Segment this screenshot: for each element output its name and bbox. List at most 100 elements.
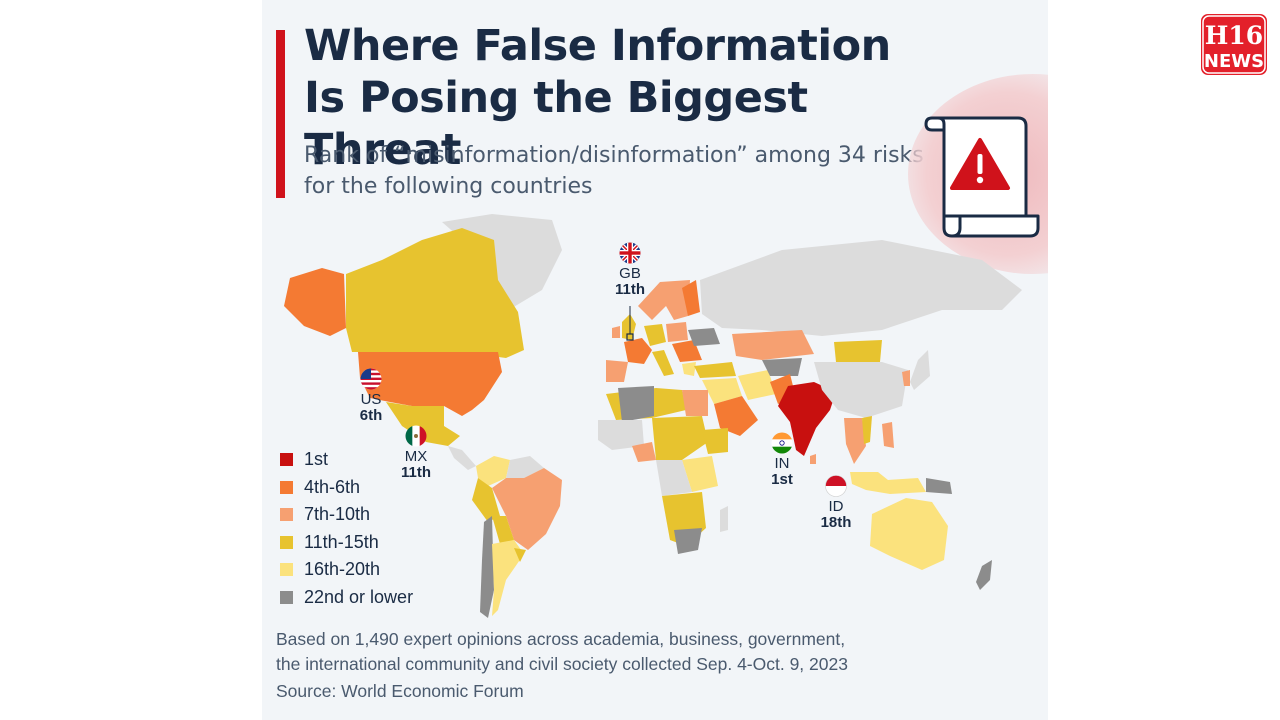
southeast-asia-shape xyxy=(844,418,866,464)
china-shape xyxy=(814,362,908,418)
congo-shape xyxy=(656,460,692,496)
greece-shape xyxy=(682,362,696,376)
legend-swatch xyxy=(280,590,293,604)
legend-label: 16th-20th xyxy=(304,559,381,580)
mexico-shape xyxy=(386,402,460,446)
legend-item: 7th-10th xyxy=(280,501,413,529)
central-asia-shape xyxy=(762,358,802,376)
legend-item: 22nd or lower xyxy=(280,584,413,612)
australia-shape xyxy=(870,498,948,570)
ireland-shape xyxy=(612,326,620,338)
peru-shape xyxy=(472,478,500,522)
sri-lanka-shape xyxy=(810,454,816,464)
russia-shape xyxy=(700,240,1022,336)
scandinavia-shape xyxy=(638,280,690,320)
ethiopia-shape xyxy=(702,428,728,454)
source-note: Source: World Economic Forum xyxy=(276,681,524,701)
logo-bottom-text: NEWS xyxy=(1204,51,1264,72)
chile-shape xyxy=(480,516,494,618)
mx-rank: 11th xyxy=(400,464,431,481)
finland-shape xyxy=(682,280,700,316)
legend-label: 7th-10th xyxy=(304,504,371,525)
saudi-arabia-shape xyxy=(714,396,758,436)
chart-subtitle: Rank of “misinformation/disinformation” … xyxy=(304,143,924,199)
indonesia-flag-icon xyxy=(825,475,847,497)
legend-swatch xyxy=(280,480,293,494)
legend-item: 1st xyxy=(280,446,413,474)
gb-rank: 11th xyxy=(614,281,645,298)
uk-shape xyxy=(622,314,636,340)
iran-shape xyxy=(738,370,776,400)
methodology-line-1: Based on 1,490 expert opinions across ac… xyxy=(276,629,846,649)
methodology-note: Based on 1,490 expert opinions across ac… xyxy=(276,627,1036,677)
egypt-shape xyxy=(682,390,708,416)
h16-news-logo[interactable]: H16 NEWS xyxy=(1199,12,1269,77)
title-accent-bar xyxy=(276,30,285,198)
map-legend: 1st 4th-6th 7th-10th 11th-15th 16th-20th… xyxy=(280,446,413,611)
india-flag-icon xyxy=(771,432,793,454)
chart-title: Where False Information Is Posing the Bi… xyxy=(304,21,891,175)
mongolia-shape xyxy=(834,340,882,362)
legend-item: 4th-6th xyxy=(280,474,413,502)
gb-callout: GB 11th xyxy=(608,242,652,298)
legend-label: 11th-15th xyxy=(304,531,379,552)
mx-code: MX xyxy=(404,448,428,465)
iberia-shape xyxy=(606,360,628,382)
venezuela-shape xyxy=(506,456,544,478)
turkey-shape xyxy=(694,362,736,378)
legend-swatch xyxy=(280,563,293,577)
id-code: ID xyxy=(828,498,844,515)
canada-shape xyxy=(346,228,524,358)
gb-code: GB xyxy=(619,265,641,282)
legend-swatch xyxy=(280,508,293,522)
france-shape xyxy=(624,338,652,364)
brazil-shape xyxy=(492,468,562,550)
germany-shape xyxy=(644,324,666,346)
colombia-shape xyxy=(476,456,510,486)
id-callout: ID 18th xyxy=(814,475,858,531)
algeria-shape xyxy=(618,386,654,422)
us-code: US xyxy=(360,391,382,408)
legend-item: 11th-15th xyxy=(280,529,413,557)
logo-top-text: H16 xyxy=(1205,21,1263,50)
usa-shape xyxy=(358,352,502,416)
world-map xyxy=(284,214,1022,618)
central-africa-shape xyxy=(652,416,708,460)
id-rank: 18th xyxy=(820,514,852,531)
methodology-line-2: the international community and civil so… xyxy=(276,654,848,674)
italy-shape xyxy=(652,350,674,376)
us-rank: 6th xyxy=(359,407,383,424)
mexico-flag-icon xyxy=(405,425,427,447)
philippines-shape xyxy=(882,422,894,448)
in-callout: IN 1st xyxy=(760,432,804,488)
south-africa-shape xyxy=(674,528,702,554)
mx-callout: MX 11th xyxy=(394,425,438,481)
korea-shape xyxy=(902,370,910,386)
legend-label: 1st xyxy=(304,449,329,470)
vietnam-shape xyxy=(862,416,872,444)
argentina-shape xyxy=(492,540,524,616)
legend-swatch xyxy=(280,453,293,467)
uruguay-shape xyxy=(514,548,526,562)
middle-east-shape xyxy=(702,378,742,404)
new-zealand-shape xyxy=(976,560,992,590)
legend-label: 22nd or lower xyxy=(304,586,414,607)
uk-flag-icon xyxy=(619,242,641,264)
bolivia-shape xyxy=(492,516,514,544)
warning-scroll-icon xyxy=(924,116,1040,238)
us-flag-icon xyxy=(360,368,382,390)
papua-shape xyxy=(926,478,952,494)
central-america-shape xyxy=(448,446,476,470)
madagascar-shape xyxy=(720,506,728,532)
indonesia-shape xyxy=(850,472,926,494)
in-rank: 1st xyxy=(771,471,793,488)
kazakhstan-shape xyxy=(732,330,814,360)
india-shape xyxy=(778,382,836,456)
legend-swatch xyxy=(280,535,293,549)
legend-item: 16th-20th xyxy=(280,556,413,584)
ukraine-shape xyxy=(688,328,720,346)
japan-shape xyxy=(910,350,930,390)
west-africa-shape xyxy=(598,420,644,450)
alaska-shape xyxy=(284,268,346,336)
poland-shape xyxy=(666,322,688,342)
